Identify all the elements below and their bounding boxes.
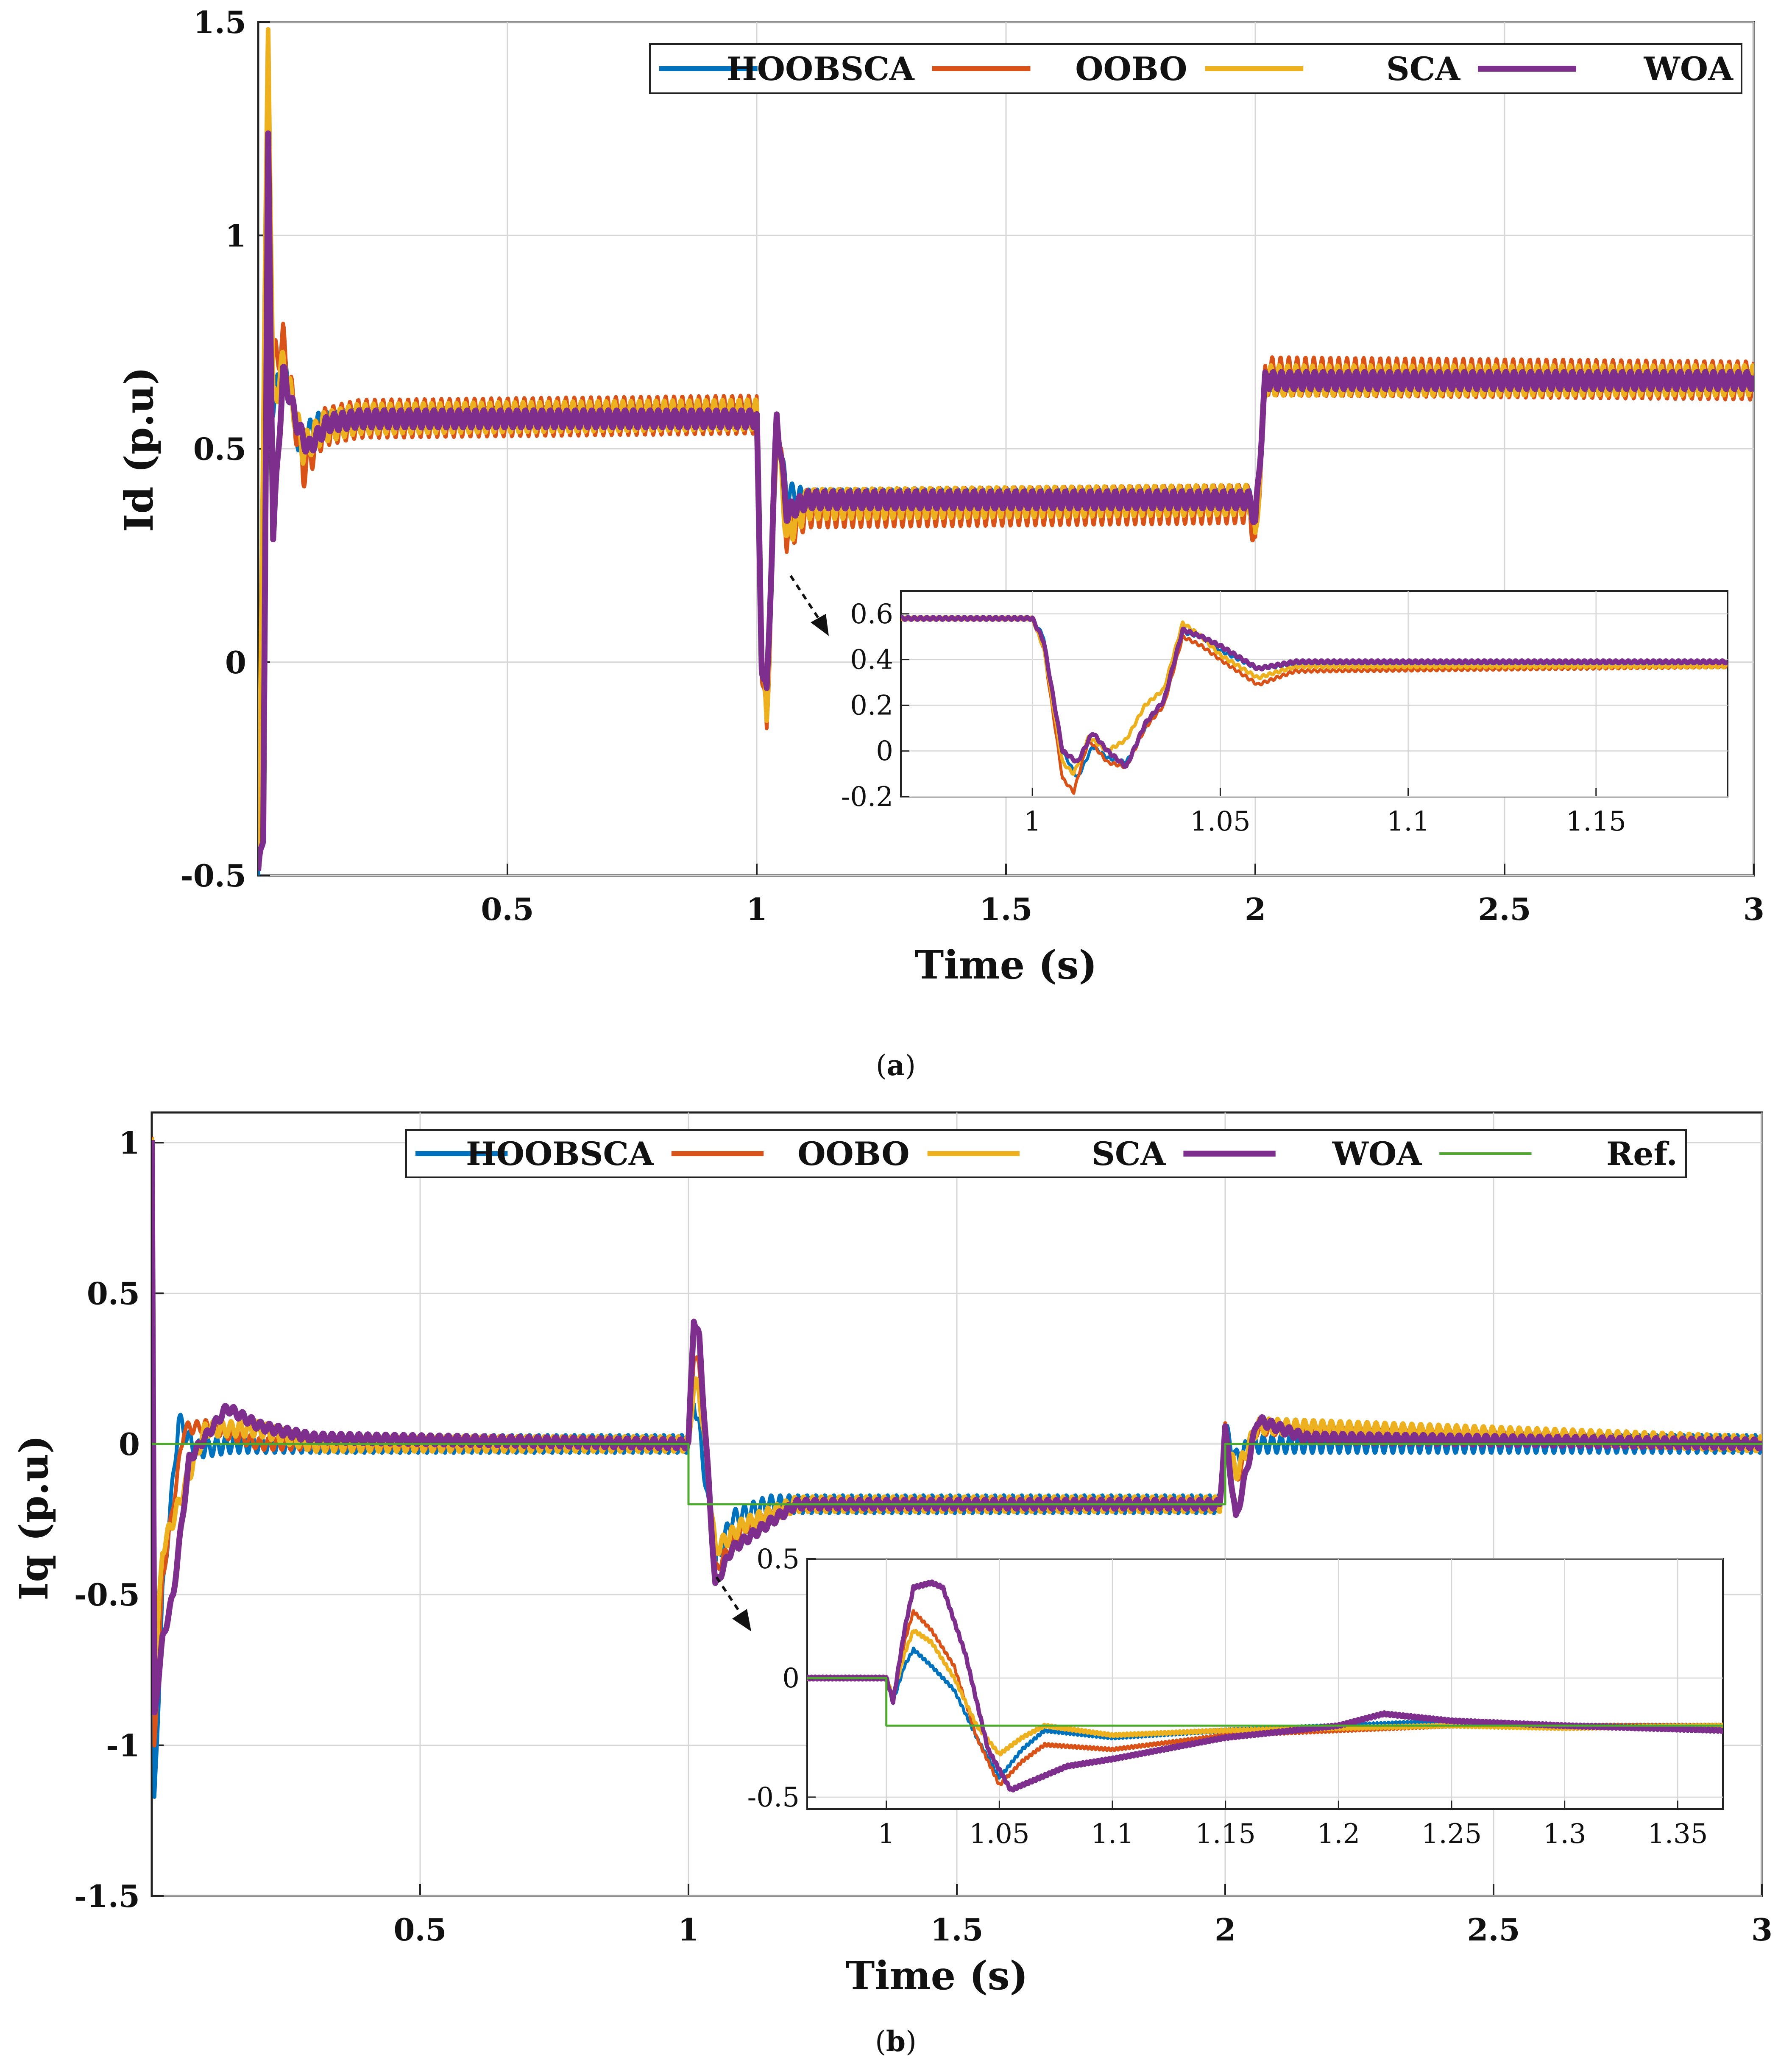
panel-a-inset: 1 1.05 1.1 1.15 -0.2 0 0.2 0.4 0.6 xyxy=(841,590,1728,837)
panel-b-y-tick-labels: -1.5 -1 -0.5 0 0.5 1 xyxy=(74,1125,140,1914)
inset-x-tick-label: 1 xyxy=(1024,806,1041,837)
panel-b-chart: 0.5 1 1.5 2 2.5 3 -1.5 -1 -0.5 0 0.5 1 Time (s) Iq… xyxy=(11,1111,1772,1999)
panel-a-series-group xyxy=(258,27,1754,875)
y-tick-label: -0.5 xyxy=(181,858,246,894)
legend-label-sca: SCA xyxy=(1386,50,1460,88)
inset-y-tick-label: 0 xyxy=(782,1663,800,1694)
panel-b-caption: (b) xyxy=(875,2025,917,2058)
x-tick-label: 1.5 xyxy=(930,1912,983,1948)
y-tick-label: -1 xyxy=(106,1728,140,1764)
panel-a-y-tick-labels: -0.5 0 0.5 1 1.5 xyxy=(181,4,246,894)
panel-b-x-axis-label: Time (s) xyxy=(846,1953,1028,1999)
panel-a-inset-x-tick-labels: 1 1.05 1.1 1.15 xyxy=(1024,806,1626,837)
panel-a-caption: (a) xyxy=(876,1049,916,1082)
x-tick-label: 2.5 xyxy=(1478,891,1531,927)
x-tick-label: 2 xyxy=(1245,891,1266,927)
panel-a-legend-items: HOOBSCA OOBO SCA WOA xyxy=(659,50,1733,88)
y-tick-label: 1.5 xyxy=(193,4,246,40)
inset-x-tick-label: 1.05 xyxy=(969,1818,1030,1850)
panel-a-x-tick-labels: 0.5 1 1.5 2 2.5 3 xyxy=(481,891,1764,927)
panel-b-series-group xyxy=(152,1137,1762,1799)
panel-b-legend-box xyxy=(405,1129,1687,1178)
inset-y-tick-label: 0.6 xyxy=(850,599,893,630)
panel-a-legend: HOOBSCA OOBO SCA WOA xyxy=(649,43,1742,94)
inset-y-tick-label: 0.2 xyxy=(850,690,893,721)
y-tick-label: -1.5 xyxy=(74,1878,140,1914)
legend-label-woa: WOA xyxy=(1643,50,1733,88)
panel-b-inset: 1 1.05 1.1 1.15 1.2 1.25 1.3 1.35 -0.5 0 0.5 xyxy=(747,1544,1724,1850)
x-tick-label: 2 xyxy=(1215,1912,1236,1948)
panel-b-legend: HOOBSCA OOBO SCA WOA Ref. xyxy=(405,1129,1687,1178)
inset-x-tick-label: 1.1 xyxy=(1091,1818,1134,1850)
y-tick-label: 0.5 xyxy=(87,1275,140,1311)
inset-y-tick-label: -0.5 xyxy=(747,1782,800,1813)
panel-a-x-axis-label: Time (s) xyxy=(915,942,1097,988)
series-line-woa xyxy=(258,130,1754,871)
x-tick-label: 2.5 xyxy=(1467,1912,1520,1948)
panel-b-y-axis-label: Iq (p.u) xyxy=(11,1435,57,1600)
panel-b-x-tick-labels: 0.5 1 1.5 2 2.5 3 xyxy=(393,1912,1772,1948)
panel-b-inset-y-tick-labels: -0.5 0 0.5 xyxy=(747,1544,800,1813)
x-tick-label: 3 xyxy=(1743,891,1764,927)
panel-a-zoom-arrow xyxy=(789,575,829,636)
legend-label-hoobsca: HOOBSCA xyxy=(727,50,915,88)
panel-a-inset-series-group xyxy=(901,615,1728,795)
y-tick-label: 0 xyxy=(225,644,246,680)
panel-a-inset-y-tick-labels: -0.2 0 0.2 0.4 0.6 xyxy=(841,599,893,813)
y-tick-label: 1 xyxy=(225,217,246,254)
inset-series-line-woa xyxy=(901,615,1728,769)
inset-x-tick-label: 1.25 xyxy=(1421,1818,1482,1850)
series-line-woa xyxy=(152,1140,1762,1715)
legend-label-oobo: OOBO xyxy=(1075,50,1187,88)
y-tick-label: 0.5 xyxy=(193,431,246,467)
x-tick-label: 1 xyxy=(678,1912,699,1948)
inset-x-tick-label: 1.05 xyxy=(1190,806,1251,837)
panel-b-inset-series-group xyxy=(807,1579,1723,1793)
inset-x-tick-label: 1.3 xyxy=(1543,1818,1586,1850)
inset-y-tick-label: 0.5 xyxy=(756,1544,800,1575)
inset-series-line-sca xyxy=(807,1629,1723,1756)
legend-label-woa: WOA xyxy=(1332,1135,1422,1173)
x-tick-label: 0.5 xyxy=(481,891,534,927)
legend-label-ref: Ref. xyxy=(1606,1135,1678,1173)
inset-x-tick-label: 1.1 xyxy=(1387,806,1430,837)
inset-y-tick-label: -0.2 xyxy=(841,781,893,813)
inset-x-tick-label: 1.35 xyxy=(1647,1818,1708,1850)
inset-y-tick-label: 0 xyxy=(876,736,893,767)
x-tick-label: 1.5 xyxy=(979,891,1032,927)
panel-a-y-axis-label: Id (p.u) xyxy=(116,367,162,532)
panel-a-inset-box xyxy=(900,590,1728,797)
y-tick-label: 1 xyxy=(119,1125,140,1161)
legend-label-sca: SCA xyxy=(1092,1135,1166,1173)
y-tick-label: 0 xyxy=(119,1426,140,1462)
y-tick-label: -0.5 xyxy=(74,1577,140,1613)
x-tick-label: 1 xyxy=(746,891,767,927)
inset-x-tick-label: 1.15 xyxy=(1195,1818,1256,1850)
x-tick-label: 3 xyxy=(1751,1912,1772,1948)
inset-x-tick-label: 1 xyxy=(878,1818,895,1850)
panel-a-chart: 0.5 1 1.5 2 2.5 3 -0.5 0 0.5 1 1.5 Time (s) Id (p… xyxy=(116,4,1764,988)
series-line-ref xyxy=(152,1443,1762,1505)
legend-label-oobo: OOBO xyxy=(797,1135,909,1173)
legend-label-hoobsca: HOOBSCA xyxy=(466,1135,654,1173)
inset-series-line-ref xyxy=(807,1677,1723,1727)
x-tick-label: 0.5 xyxy=(393,1912,446,1948)
panel-b-legend-items: HOOBSCA OOBO SCA WOA Ref. xyxy=(415,1135,1678,1173)
panel-b-zoom-arrow xyxy=(715,1576,751,1631)
panel-b-inset-x-tick-labels: 1 1.05 1.1 1.15 1.2 1.25 1.3 1.35 xyxy=(878,1818,1708,1850)
inset-x-tick-label: 1.15 xyxy=(1566,806,1627,837)
inset-y-tick-label: 0.4 xyxy=(850,644,893,676)
inset-x-tick-label: 1.2 xyxy=(1317,1818,1360,1850)
